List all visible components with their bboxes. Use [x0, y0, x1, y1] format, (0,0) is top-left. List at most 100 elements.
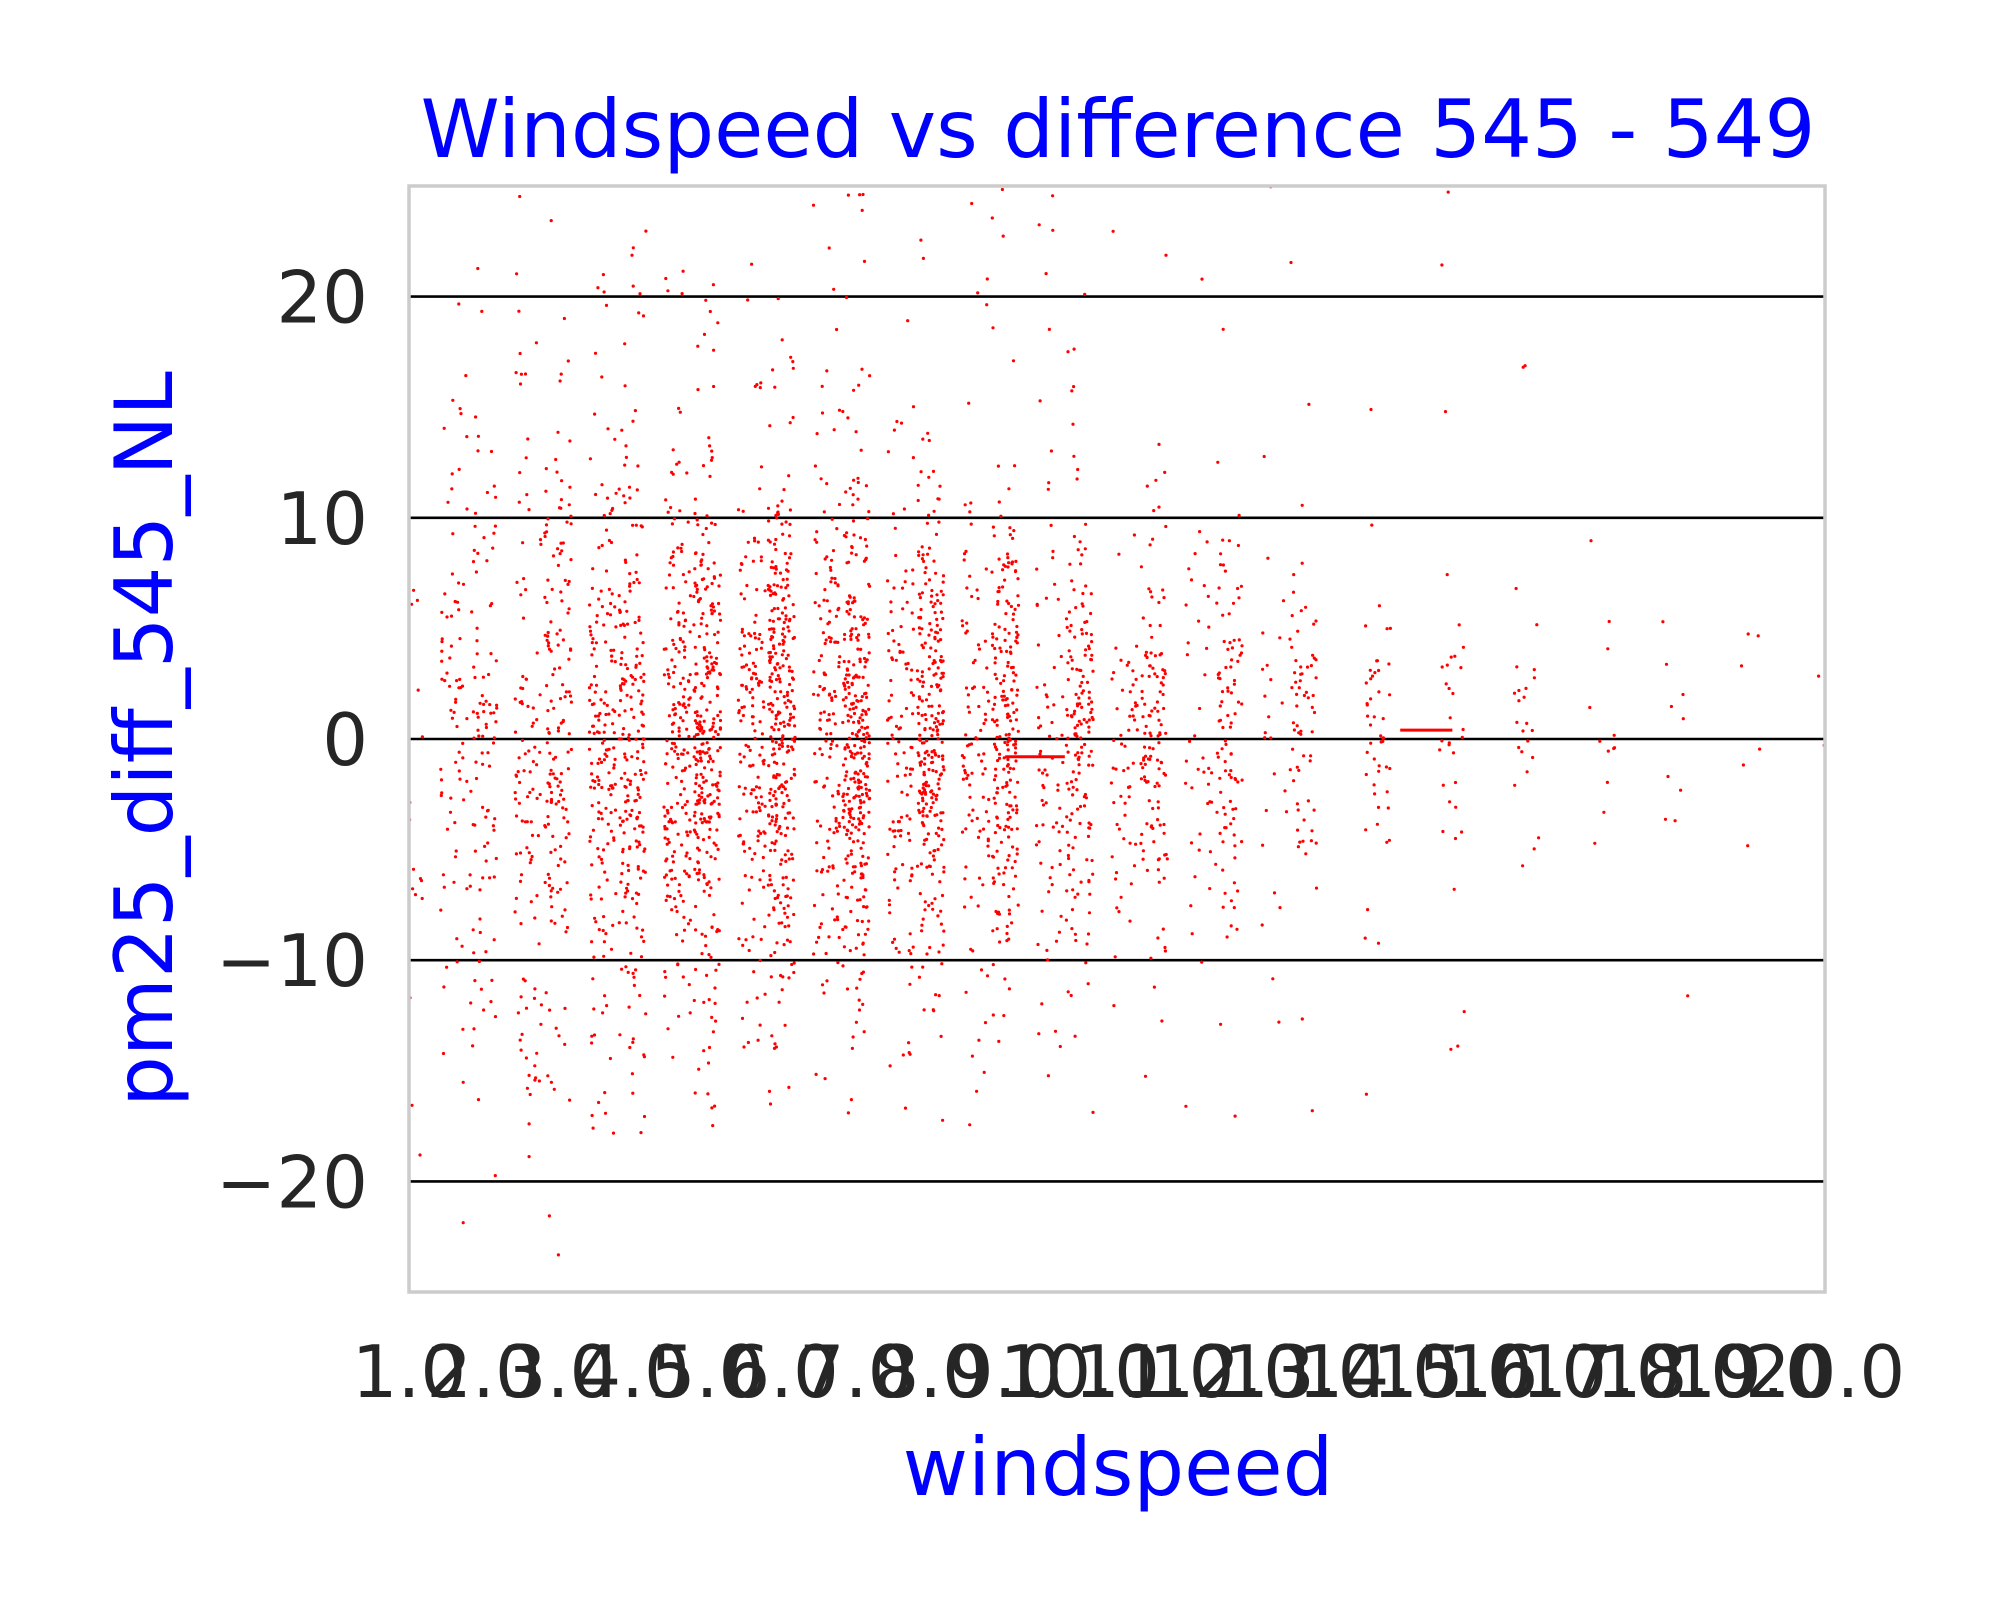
data-point [552, 1087, 556, 1091]
data-point [687, 703, 691, 707]
data-point [751, 763, 755, 767]
data-point [740, 683, 744, 687]
data-point [1217, 671, 1221, 675]
data-point [713, 522, 717, 527]
data-point [761, 869, 766, 873]
data-point [1221, 840, 1225, 844]
data-point [638, 795, 642, 800]
data-point [921, 437, 925, 441]
data-point [902, 507, 907, 511]
data-point [692, 828, 697, 832]
data-point [785, 794, 789, 798]
data-point [706, 670, 710, 675]
data-point [908, 817, 912, 821]
data-point [517, 801, 522, 805]
data-point [600, 375, 604, 379]
data-point [1157, 784, 1161, 788]
data-point [1517, 688, 1521, 693]
data-point [708, 700, 712, 704]
data-point [1015, 847, 1019, 851]
data-point [717, 815, 721, 819]
data-point [786, 583, 790, 587]
data-point [825, 482, 829, 486]
data-point [776, 510, 780, 514]
data-point [849, 777, 853, 781]
data-point [592, 647, 596, 651]
data-point [705, 585, 709, 589]
data-point [713, 1001, 717, 1006]
data-point [859, 801, 863, 805]
data-point [1085, 942, 1089, 946]
data-point [1381, 736, 1385, 740]
data-point [683, 645, 687, 649]
data-point [1277, 1020, 1281, 1024]
data-point [776, 297, 780, 301]
data-point [631, 1037, 635, 1041]
data-point [544, 825, 548, 829]
data-point [569, 647, 573, 651]
data-point [763, 992, 767, 996]
data-point [620, 677, 625, 681]
data-point [791, 857, 795, 861]
data-point [1120, 742, 1124, 746]
data-point [613, 782, 617, 786]
data-point [919, 238, 923, 242]
data-point [849, 1098, 854, 1102]
data-point [1050, 865, 1054, 870]
data-point [537, 942, 541, 946]
data-point [751, 935, 755, 939]
data-point [961, 777, 966, 781]
data-point [677, 726, 681, 730]
data-point [478, 701, 482, 705]
data-point [1686, 994, 1690, 998]
data-point [537, 1079, 542, 1083]
data-point [565, 520, 569, 524]
data-point [763, 925, 767, 929]
data-point [750, 857, 754, 861]
data-point [420, 735, 424, 739]
data-point [536, 834, 541, 838]
data-point [698, 749, 702, 754]
data-point [844, 774, 848, 778]
data-point [478, 888, 482, 892]
data-point [982, 1070, 986, 1074]
data-point [835, 884, 840, 888]
data-point [492, 484, 496, 488]
data-point [697, 634, 702, 639]
data-point [607, 771, 611, 775]
data-point [755, 588, 759, 592]
data-point [1147, 799, 1151, 803]
data-point [931, 728, 935, 732]
data-point [749, 634, 753, 638]
data-point [933, 611, 937, 615]
data-point [1272, 772, 1276, 776]
data-point [520, 819, 524, 823]
data-point [587, 747, 592, 751]
data-point [681, 640, 685, 644]
data-point [589, 893, 593, 897]
data-point [644, 1012, 648, 1016]
data-point [590, 772, 594, 776]
data-point [1003, 866, 1008, 870]
data-point [709, 604, 713, 608]
data-point [843, 632, 847, 637]
data-point [628, 582, 632, 586]
data-point [545, 634, 550, 638]
data-point [556, 430, 560, 434]
data-point [911, 712, 915, 716]
data-point [747, 888, 751, 892]
data-point [837, 408, 842, 412]
data-point [970, 819, 974, 823]
data-point [927, 667, 931, 671]
data-point [593, 916, 597, 920]
data-point [558, 552, 562, 556]
data-point [937, 497, 941, 501]
data-point [1310, 730, 1314, 734]
data-point [1000, 187, 1005, 192]
data-point [999, 840, 1004, 844]
data-point [862, 623, 866, 627]
data-point [610, 654, 614, 658]
data-point [543, 880, 547, 885]
data-point [568, 439, 572, 443]
data-point [837, 660, 841, 665]
